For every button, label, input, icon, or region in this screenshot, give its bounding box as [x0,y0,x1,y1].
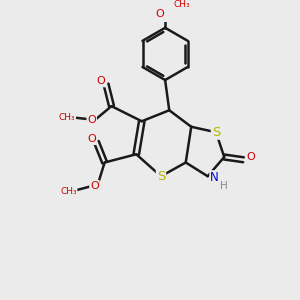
Text: O: O [247,152,256,162]
Text: N: N [210,171,219,184]
Text: S: S [212,126,220,139]
Text: CH₃: CH₃ [60,187,77,196]
Text: CH₃: CH₃ [173,0,190,9]
Text: S: S [157,170,165,183]
Text: O: O [87,134,96,144]
Text: O: O [97,76,105,86]
Text: O: O [87,115,96,125]
Text: O: O [90,181,99,191]
Text: O: O [156,9,164,19]
Text: CH₃: CH₃ [59,112,75,122]
Text: H: H [220,181,228,191]
